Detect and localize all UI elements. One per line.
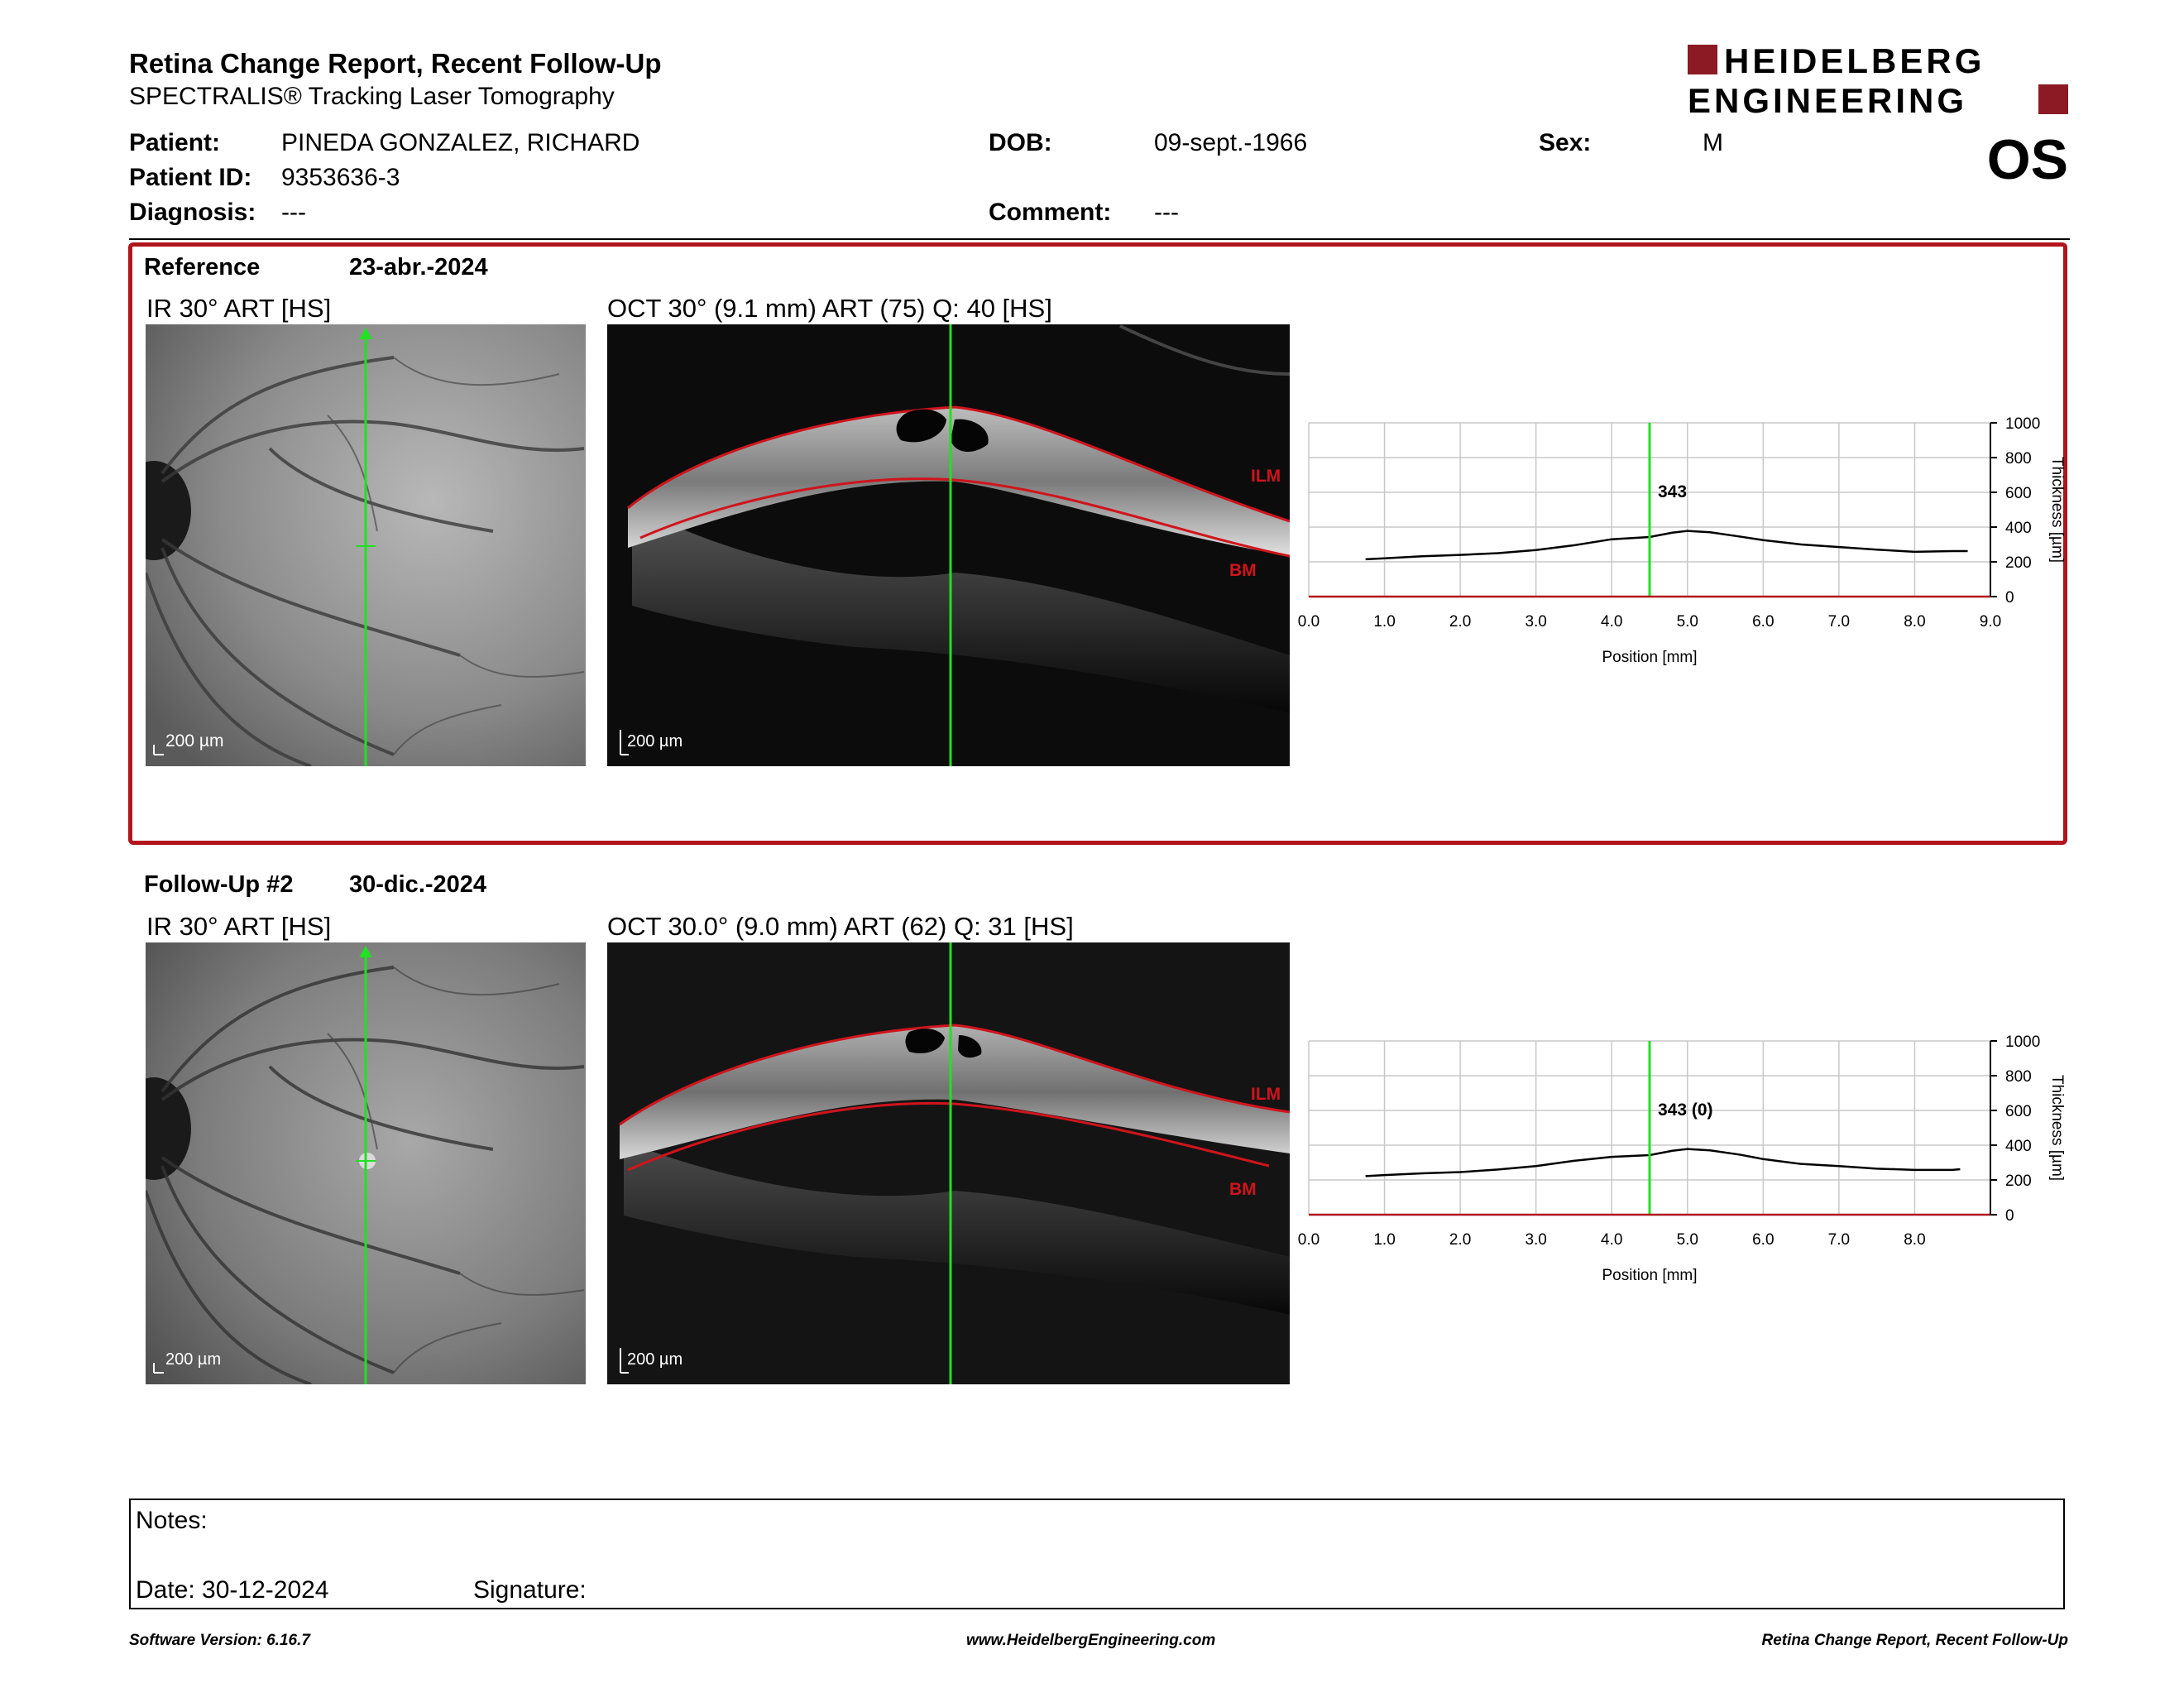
x-tick-label: 1.0 — [1373, 1231, 1395, 1249]
sex-label: Sex: — [1539, 129, 1592, 156]
logo-line2: ENGINEERING — [1688, 81, 1967, 116]
y-tick-label: 600 — [2005, 1103, 2032, 1120]
patient-name: PINEDA GONZALEZ, RICHARD — [281, 129, 640, 156]
patient-id: 9353636-3 — [281, 164, 400, 191]
reference-label: Reference — [144, 254, 261, 281]
x-tick-label: 6.0 — [1752, 1231, 1774, 1249]
reference-chart-ylabel: Thickness [µm] — [2048, 457, 2066, 563]
notes-box: Notes: Date: 30-12-2024 Signature: — [129, 1499, 2065, 1609]
x-tick-label: 9.0 — [1980, 613, 2001, 631]
reference-date: 23-abr.-2024 — [349, 254, 488, 281]
diagnosis-value: --- — [281, 199, 306, 226]
followup-label: Follow-Up #2 — [144, 871, 294, 898]
x-tick-label: 8.0 — [1904, 613, 1925, 631]
heidelberg-logo: HEIDELBERG ENGINEERING — [1688, 45, 2068, 116]
reference-thickness-chart: 343 0 200 400 600 800 1000 0.0 1.0 2.0 3.0 4.0 5.0 6… — [1298, 415, 2066, 666]
followup-ilm-label: ILM — [1251, 1085, 1281, 1104]
footer-report-name: Retina Change Report, Recent Follow-Up — [1761, 1632, 2068, 1649]
reference-thickness-line — [1365, 530, 1968, 561]
website-link[interactable]: www.HeidelbergEngineering.com — [966, 1632, 1216, 1649]
x-tick-label: 2.0 — [1449, 613, 1471, 631]
reference-box — [128, 242, 2067, 845]
y-tick-label: 0 — [2005, 589, 2014, 607]
followup-date: 30-dic.-2024 — [349, 871, 487, 898]
software-version: Software Version: 6.16.7 — [129, 1632, 310, 1649]
x-tick-label: 1.0 — [1373, 613, 1395, 631]
reference-ir-label: IR 30° ART [HS] — [146, 294, 332, 323]
y-tick-label: 200 — [2005, 554, 2032, 572]
reference-chart-xlabel: Position [mm] — [1602, 649, 1697, 666]
sex-value: M — [1703, 129, 1723, 156]
y-tick-label: 400 — [2005, 520, 2032, 537]
x-tick-label: 3.0 — [1525, 613, 1546, 631]
x-tick-label: 0.0 — [1298, 1231, 1320, 1249]
reference-ir-scale: 200 µm — [165, 731, 223, 750]
x-tick-label: 8.0 — [1904, 1231, 1925, 1249]
x-tick-label: 0.0 — [1298, 613, 1320, 631]
dob-value: 09-sept.-1966 — [1154, 129, 1308, 156]
y-tick-label: 800 — [2005, 450, 2032, 468]
dob-label: DOB: — [989, 129, 1052, 156]
logo-line1: HEIDELBERG — [1724, 45, 1985, 80]
followup-chart-xlabel: Position [mm] — [1602, 1267, 1697, 1284]
y-tick-label: 1000 — [2005, 1033, 2040, 1051]
header-divider — [129, 238, 2070, 240]
followup-ir-label: IR 30° ART [HS] — [146, 912, 332, 941]
y-tick-label: 400 — [2005, 1138, 2032, 1155]
signature-label: Signature: — [473, 1576, 587, 1604]
notes-date: Date: 30-12-2024 — [136, 1576, 329, 1604]
x-tick-label: 3.0 — [1525, 1231, 1546, 1249]
x-tick-label: 5.0 — [1677, 613, 1698, 631]
y-tick-label: 800 — [2005, 1068, 2032, 1086]
report-title: Retina Change Report, Recent Follow-Up — [129, 48, 662, 79]
x-tick-label: 4.0 — [1601, 1231, 1622, 1249]
x-tick-label: 7.0 — [1828, 613, 1850, 631]
reference-ir-image: 200 µm — [146, 324, 586, 766]
followup-chart-ylabel: Thickness [µm] — [2048, 1075, 2066, 1181]
followup-ir-scale: 200 µm — [165, 1350, 221, 1369]
x-tick-label: 2.0 — [1449, 1231, 1471, 1249]
followup-oct-image: ILM BM 200 µm — [607, 942, 1290, 1384]
reference-bm-label: BM — [1229, 561, 1257, 580]
y-tick-label: 200 — [2005, 1172, 2032, 1190]
reference-marker-label: 343 — [1658, 482, 1687, 501]
comment-value: --- — [1154, 199, 1179, 226]
followup-oct-label: OCT 30.0° (9.0 mm) ART (62) Q: 31 [HS] — [607, 912, 1074, 941]
patient-id-label: Patient ID: — [129, 164, 252, 191]
x-tick-label: 5.0 — [1677, 1231, 1698, 1249]
report-subtitle: SPECTRALIS® Tracking Laser Tomography — [129, 83, 615, 110]
x-tick-label: 6.0 — [1752, 613, 1774, 631]
x-tick-label: 4.0 — [1601, 613, 1622, 631]
comment-label: Comment: — [989, 199, 1112, 226]
followup-thickness-line — [1365, 1148, 1961, 1177]
followup-bm-label: BM — [1229, 1180, 1257, 1199]
followup-marker-label: 343 (0) — [1658, 1101, 1713, 1120]
y-tick-label: 600 — [2005, 485, 2032, 502]
y-tick-label: 1000 — [2005, 415, 2040, 433]
followup-thickness-chart: 343 (0) 0 200 400 600 800 1000 0.0 1.0 2.0 3.0 4.0… — [1298, 1033, 2066, 1284]
reference-ilm-label: ILM — [1251, 467, 1281, 486]
notes-label: Notes: — [136, 1507, 208, 1534]
reference-oct-label: OCT 30° (9.1 mm) ART (75) Q: 40 [HS] — [607, 294, 1052, 323]
reference-oct-scale: 200 µm — [627, 732, 682, 750]
diagnosis-label: Diagnosis: — [129, 199, 256, 226]
eye-label: OS — [1986, 128, 2068, 191]
patient-label: Patient: — [129, 129, 221, 156]
followup-ir-image: 200 µm — [146, 942, 586, 1384]
y-tick-label: 0 — [2005, 1207, 2014, 1225]
x-tick-label: 7.0 — [1828, 1231, 1850, 1249]
followup-oct-scale: 200 µm — [627, 1350, 682, 1369]
reference-oct-image: ILM BM 200 µm — [607, 324, 1290, 766]
